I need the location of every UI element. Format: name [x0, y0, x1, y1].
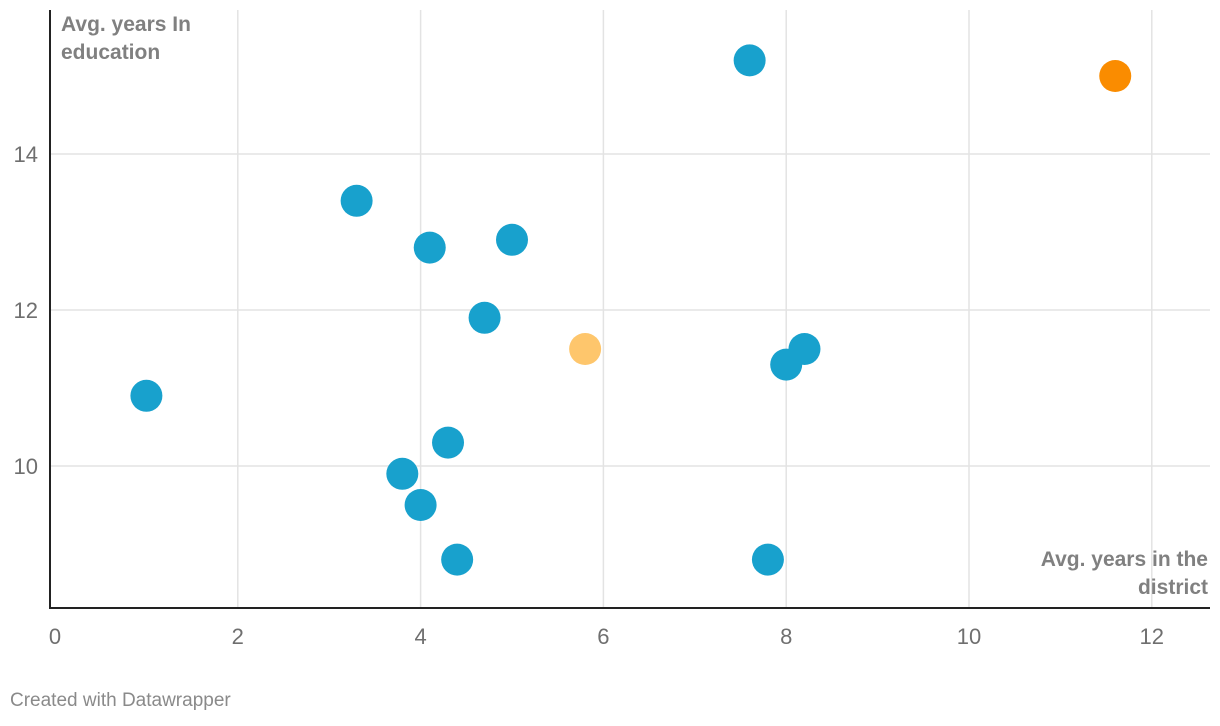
data-point — [1099, 60, 1132, 92]
y-axis-title: Avg. years In education — [61, 13, 191, 64]
x-gridlines — [237, 10, 1153, 608]
x-tick-label: 10 — [957, 624, 981, 649]
y-tick-label: 12 — [14, 298, 38, 323]
data-point — [788, 333, 821, 365]
x-tick-label: 8 — [780, 624, 792, 649]
x-tick-labels: 0 2 4 6 8 10 12 — [49, 624, 1164, 649]
x-axis-title: Avg. years in the district — [1041, 548, 1208, 599]
y-tick-labels: 10 12 14 — [14, 142, 38, 479]
data-point — [404, 489, 437, 521]
data-point — [468, 301, 501, 334]
x-tick-label: 12 — [1140, 624, 1164, 649]
data-point — [413, 231, 446, 264]
data-point — [386, 457, 419, 490]
y-tick-label: 10 — [14, 454, 38, 479]
data-point — [733, 44, 766, 77]
data-point — [432, 426, 465, 459]
x-tick-label: 4 — [414, 624, 426, 649]
data-point — [569, 333, 602, 365]
data-point — [441, 543, 474, 576]
data-point — [340, 184, 373, 217]
footer-credit: Created with Datawrapper — [10, 690, 231, 711]
y-gridlines — [50, 153, 1210, 467]
data-point — [751, 543, 784, 576]
data-point — [130, 379, 163, 412]
data-points — [130, 44, 1132, 576]
x-tick-label: 0 — [49, 624, 61, 649]
x-tick-label: 6 — [597, 624, 609, 649]
y-tick-label: 14 — [14, 142, 38, 167]
x-tick-label: 2 — [232, 624, 244, 649]
data-point — [496, 223, 528, 256]
